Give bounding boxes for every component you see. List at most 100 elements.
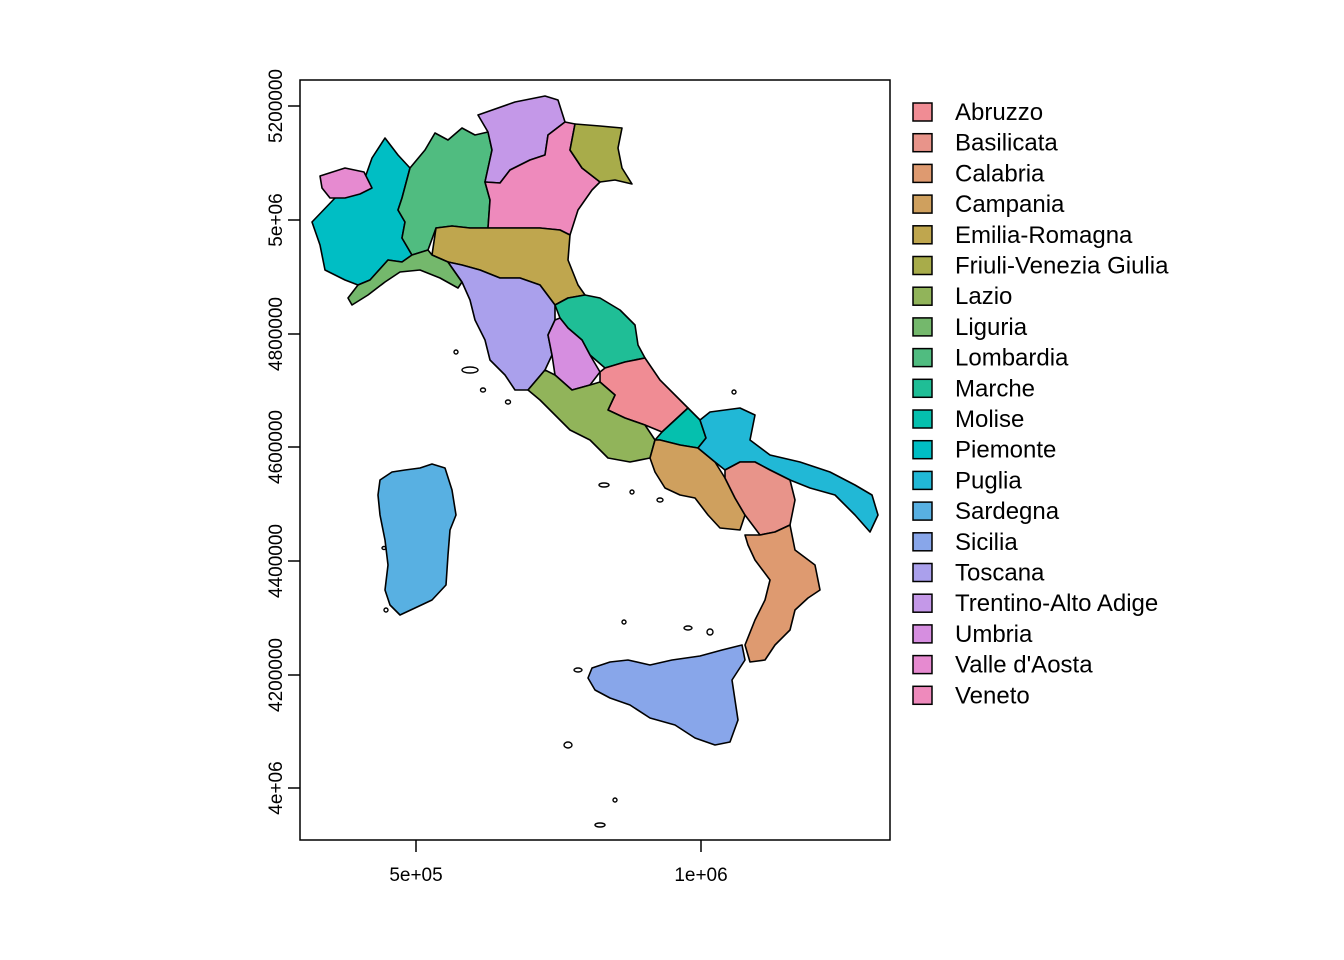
legend-label: Veneto xyxy=(955,682,1030,709)
island-giannutri xyxy=(504,399,512,405)
legend-label: Sardegna xyxy=(955,498,1060,525)
legend-label: Sicilia xyxy=(955,529,1018,556)
legend-entry: Trentino-Alto Adige xyxy=(912,590,1158,617)
island-tremiti xyxy=(731,389,737,395)
legend-entry: Toscana xyxy=(912,560,1045,587)
island-elba xyxy=(461,366,479,374)
legend-entry: Molise xyxy=(912,406,1024,433)
legend-swatch xyxy=(912,685,933,706)
legend-swatch xyxy=(912,286,933,306)
legend-swatch xyxy=(912,593,933,613)
region-friuli xyxy=(569,123,633,185)
y-tick-label: 5e+06 xyxy=(266,193,287,246)
legend-entry: Friuli-Venezia Giulia xyxy=(912,253,1169,280)
legend-label: Liguria xyxy=(955,314,1028,341)
legend-swatch xyxy=(912,163,933,184)
legend-entry: Campania xyxy=(912,191,1065,218)
legend-label: Emilia-Romagna xyxy=(955,222,1133,249)
legend-label: Campania xyxy=(955,191,1065,218)
y-tick-label: 4400000 xyxy=(266,524,287,598)
legend-label: Molise xyxy=(955,406,1024,433)
region-sicilia xyxy=(587,644,746,746)
legend-entry: Veneto xyxy=(912,682,1030,709)
region-calabria xyxy=(744,524,821,663)
legend-entry: Marche xyxy=(912,375,1035,402)
legend-entry: Sardegna xyxy=(912,498,1060,525)
legend-label: Trentino-Alto Adige xyxy=(955,590,1158,617)
region-puglia xyxy=(697,407,879,533)
legend: Abruzzo Basilicata Calabria Campania Emilia-… xyxy=(912,99,1169,709)
island-ventotene xyxy=(629,489,635,495)
legend-entry: Abruzzo xyxy=(912,99,1043,126)
legend-swatch xyxy=(912,470,933,491)
y-tick-label: 4800000 xyxy=(266,297,287,371)
legend-swatch xyxy=(912,409,933,429)
legend-label: Lazio xyxy=(955,283,1012,310)
x-axis: 5e+05 1e+06 xyxy=(389,840,728,886)
island-eolie-2 xyxy=(706,628,714,636)
legend-entry: Lazio xyxy=(912,283,1012,310)
island-eolie xyxy=(683,625,693,631)
legend-label: Basilicata xyxy=(955,130,1058,157)
legend-label: Valle d'Aosta xyxy=(955,652,1093,679)
island-ustica xyxy=(621,619,627,625)
island-sardinia-south xyxy=(383,607,389,613)
region-valle-daosta xyxy=(319,167,373,199)
y-tick-label: 4600000 xyxy=(266,410,287,484)
island-egadi xyxy=(573,667,583,673)
legend-entry: Sicilia xyxy=(912,529,1018,556)
island-ischia xyxy=(656,497,664,503)
legend-swatch xyxy=(912,194,933,214)
legend-swatch xyxy=(912,378,933,399)
y-tick-label: 4e+06 xyxy=(266,761,287,814)
legend-swatch xyxy=(912,102,933,122)
legend-swatch xyxy=(912,532,933,552)
island-ponza xyxy=(598,482,610,488)
legend-label: Puglia xyxy=(955,467,1022,494)
plot-frame xyxy=(299,79,891,841)
legend-swatch xyxy=(912,255,933,276)
legend-entry: Calabria xyxy=(912,160,1045,187)
legend-entry: Liguria xyxy=(912,314,1028,341)
legend-label: Toscana xyxy=(955,560,1045,587)
legend-label: Abruzzo xyxy=(955,99,1043,126)
legend-label: Umbria xyxy=(955,621,1033,648)
island-giglio xyxy=(479,387,487,393)
legend-label: Lombardia xyxy=(955,345,1069,372)
legend-swatch xyxy=(912,132,933,153)
legend-swatch xyxy=(912,225,933,245)
legend-entry: Lombardia xyxy=(912,345,1069,372)
legend-entry: Valle d'Aosta xyxy=(912,652,1093,679)
x-tick-label: 5e+05 xyxy=(389,865,442,886)
legend-swatch xyxy=(912,654,933,675)
legend-entry: Umbria xyxy=(912,621,1033,648)
legend-label: Piemonte xyxy=(955,437,1056,464)
legend-swatch xyxy=(912,624,933,644)
y-axis: 4e+06 4200000 4400000 4600000 4800000 5e… xyxy=(266,69,300,815)
y-tick-label: 5200000 xyxy=(266,69,287,143)
islands xyxy=(381,349,737,828)
regions xyxy=(311,95,879,746)
legend-entry: Piemonte xyxy=(912,437,1056,464)
island-lampedusa xyxy=(594,822,606,828)
island-pantelleria xyxy=(563,741,573,749)
y-tick-label: 4200000 xyxy=(266,638,287,712)
island-capraia xyxy=(453,349,459,355)
region-toscana xyxy=(447,261,556,391)
x-tick-label: 1e+06 xyxy=(674,865,727,886)
legend-entry: Emilia-Romagna xyxy=(912,222,1133,249)
legend-entry: Puglia xyxy=(912,467,1022,494)
legend-swatch xyxy=(912,347,933,368)
legend-swatch xyxy=(912,501,933,521)
legend-label: Marche xyxy=(955,375,1035,402)
legend-swatch xyxy=(912,562,933,583)
region-lazio xyxy=(527,369,656,463)
legend-entry: Basilicata xyxy=(912,130,1058,157)
island-linosa xyxy=(612,797,618,803)
region-basilicata xyxy=(724,461,796,536)
legend-swatch xyxy=(912,439,933,460)
legend-label: Calabria xyxy=(955,160,1045,187)
legend-swatch xyxy=(912,317,933,337)
island-sardinia-west xyxy=(381,545,387,551)
